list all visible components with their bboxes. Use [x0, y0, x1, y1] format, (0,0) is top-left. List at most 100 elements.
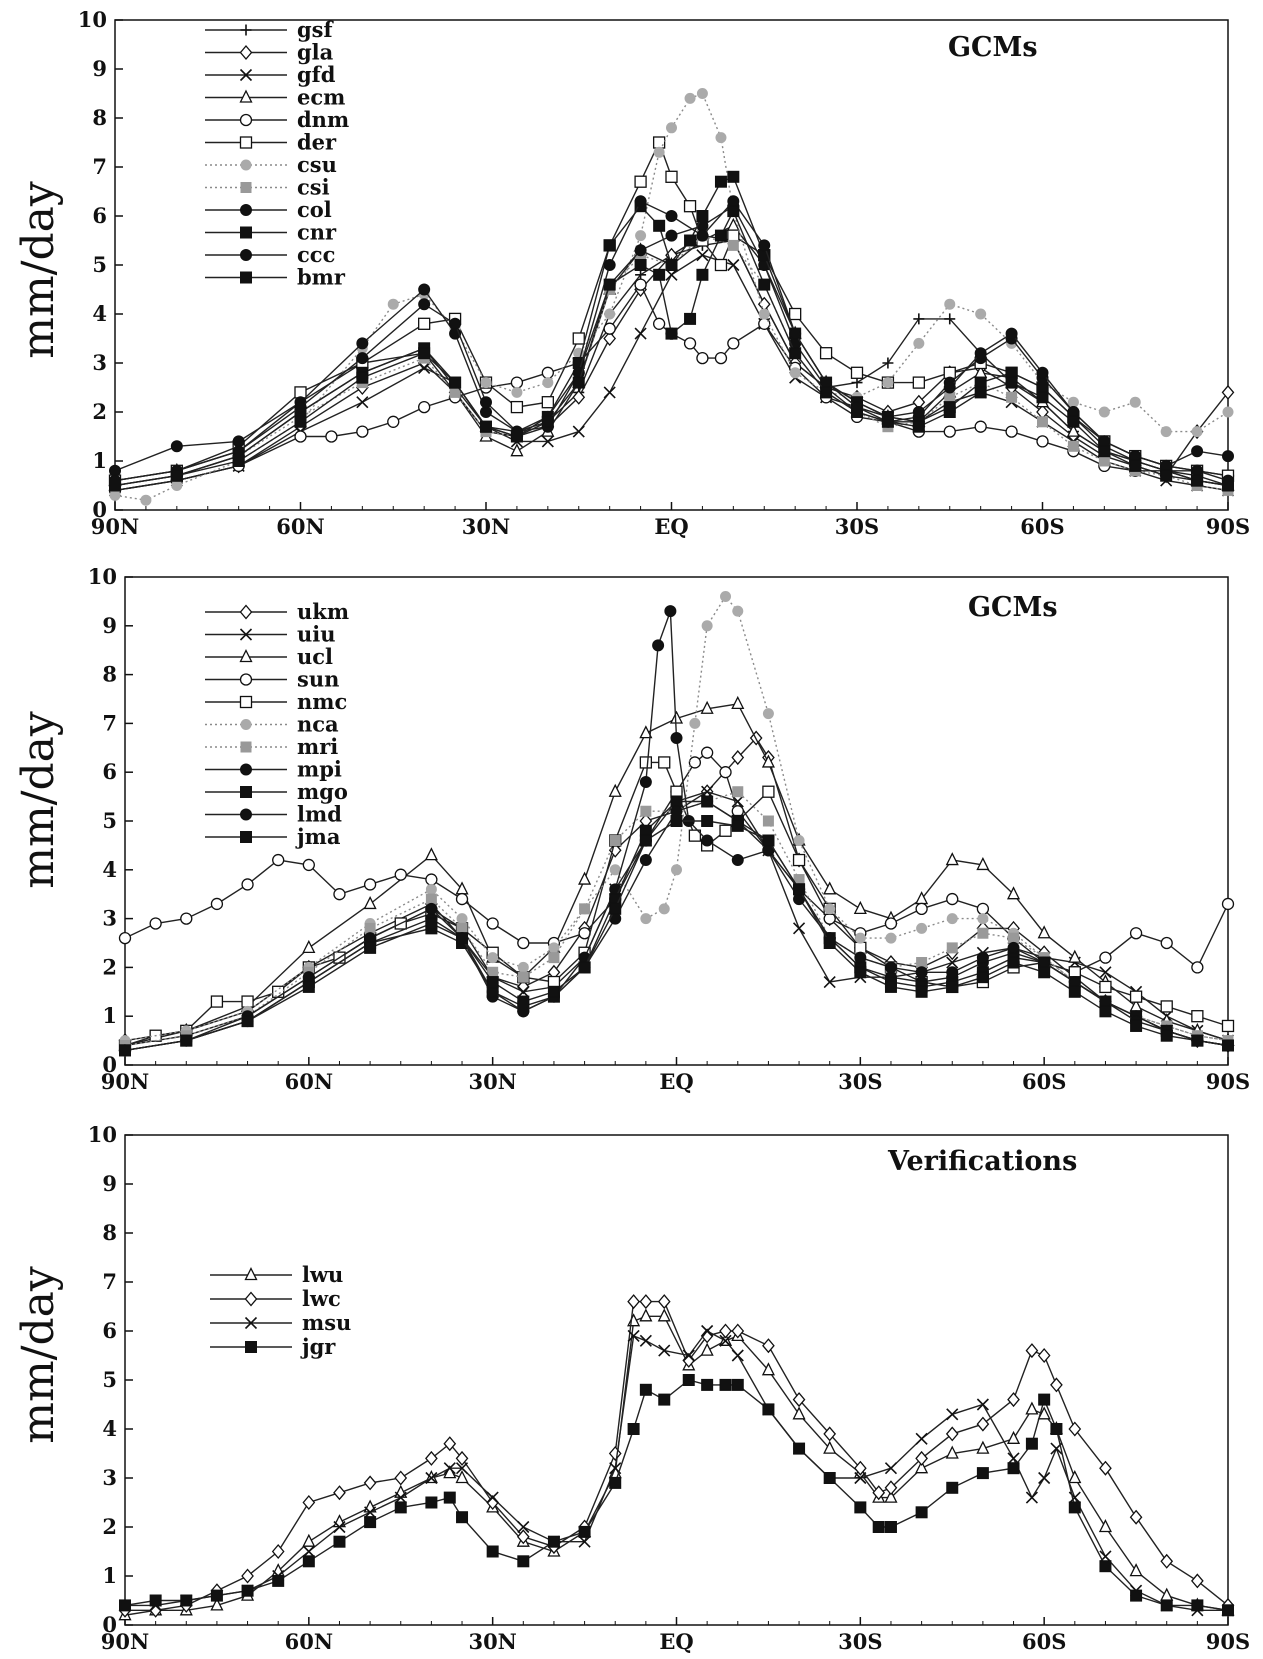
data-point — [1037, 1406, 1051, 1420]
y-tick-label: 8 — [92, 105, 107, 130]
data-point — [696, 351, 709, 365]
data-point — [455, 1470, 469, 1484]
series-line-lmd — [124, 800, 1229, 1052]
x-tick-label: 30S — [835, 514, 879, 539]
series-lmd — [119, 795, 1234, 1057]
legend-label: jgr — [300, 1334, 336, 1359]
data-point — [689, 717, 701, 729]
data-point — [1221, 384, 1235, 400]
y-axis-label: mm/day — [13, 181, 64, 359]
data-point — [1006, 391, 1018, 403]
series-line-mgo — [124, 800, 1229, 1052]
legend-marker — [240, 24, 252, 36]
legend-marker — [240, 763, 252, 776]
data-point — [912, 420, 925, 433]
data-point — [665, 210, 678, 222]
data-point — [418, 317, 431, 330]
data-point — [480, 396, 492, 409]
data-point — [696, 249, 709, 262]
data-point — [1098, 455, 1110, 467]
data-point — [363, 1475, 377, 1491]
data-point — [609, 1476, 622, 1489]
data-point — [1007, 1392, 1020, 1408]
data-point — [1036, 391, 1049, 404]
data-point — [449, 376, 462, 389]
data-point — [1099, 980, 1112, 994]
data-point — [548, 942, 560, 954]
data-point — [669, 710, 684, 724]
legend-item-lwu: lwu — [210, 1262, 343, 1287]
data-point — [609, 835, 621, 847]
series-ukm — [118, 730, 1235, 1053]
data-point — [727, 239, 739, 251]
data-point — [792, 853, 806, 867]
data-point — [701, 1378, 714, 1391]
legend-label: lwu — [302, 1262, 343, 1287]
data-point — [517, 985, 530, 998]
data-point — [443, 1436, 457, 1452]
x-axis: 90N 60N 30N EQ 30S 60S 90S — [91, 502, 1250, 539]
data-point — [394, 1491, 407, 1504]
data-point — [449, 386, 461, 398]
data-point — [1191, 474, 1204, 487]
legend-item-nmc: nmc — [205, 689, 347, 714]
data-point — [854, 932, 866, 944]
data-point — [609, 902, 622, 915]
data-point — [640, 913, 652, 925]
data-point — [603, 239, 616, 252]
data-point — [1098, 445, 1111, 458]
series-dnm — [108, 278, 1235, 497]
data-point — [823, 1426, 837, 1442]
data-point — [946, 1481, 959, 1494]
legend-label: ukm — [297, 599, 349, 624]
data-point — [1129, 990, 1143, 1003]
series-sun — [118, 746, 1235, 979]
data-point — [1037, 416, 1048, 428]
data-point — [425, 883, 437, 895]
y-tick-label: 7 — [102, 710, 117, 735]
data-point — [425, 1450, 438, 1466]
data-point — [912, 376, 925, 389]
data-point — [946, 1408, 959, 1421]
data-point — [789, 307, 802, 321]
y-tick-label: 0 — [92, 497, 107, 522]
data-point — [1099, 951, 1112, 964]
data-point — [824, 903, 836, 915]
data-point — [682, 1349, 695, 1362]
data-point — [486, 917, 499, 930]
data-point — [1067, 440, 1079, 452]
data-point — [665, 259, 678, 271]
data-point — [541, 435, 554, 448]
data-point — [946, 913, 958, 925]
data-point — [486, 1491, 499, 1504]
legend-item-mri: mri — [205, 734, 338, 759]
y-tick-label: 4 — [102, 1416, 117, 1441]
data-point — [789, 367, 801, 379]
data-point — [688, 756, 702, 769]
data-point — [210, 1597, 224, 1611]
data-point — [915, 902, 928, 915]
data-point — [572, 332, 585, 345]
legend-label: mgo — [297, 779, 348, 804]
data-point — [302, 1494, 316, 1511]
series-line-gla — [114, 234, 1229, 492]
legend-label: der — [297, 130, 337, 155]
series-line-csi — [114, 234, 1229, 492]
legend-item-ecm: ecm — [205, 85, 345, 110]
data-point — [634, 244, 647, 257]
panel-bottom: Verifications mm/day 0 1 2 3 4 5 6 7 8 9 10 90N 60N 3… — [13, 1122, 1250, 1654]
y-tick-label: 6 — [92, 203, 107, 228]
data-point — [210, 1589, 223, 1602]
data-point — [418, 283, 431, 296]
data-point — [913, 337, 925, 349]
data-point — [823, 881, 837, 895]
data-point — [976, 1467, 989, 1480]
data-point — [762, 785, 775, 798]
data-point — [762, 1403, 775, 1416]
data-point — [608, 783, 622, 797]
data-point — [1099, 1005, 1112, 1018]
data-point — [639, 834, 652, 847]
data-point — [820, 386, 833, 399]
legend-label: mri — [297, 734, 338, 759]
